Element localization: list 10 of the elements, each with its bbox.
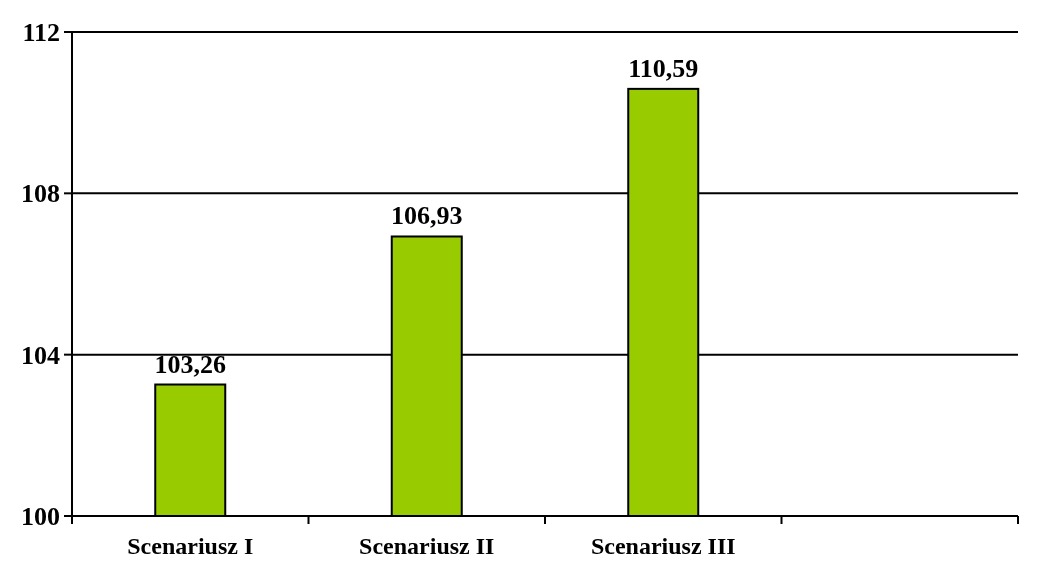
y-tick-label: 112 (22, 18, 60, 48)
y-tick-label: 108 (21, 179, 60, 209)
data-label: 106,93 (391, 201, 463, 231)
x-tick-label: Scenariusz II (359, 533, 495, 559)
x-tick-label: Scenariusz I (127, 533, 254, 559)
data-label: 103,26 (154, 349, 226, 379)
y-tick-label: 104 (21, 340, 60, 370)
data-label: 110,59 (628, 53, 699, 83)
y-tick-label: 100 (21, 502, 60, 532)
x-tick-label: Scenariusz III (590, 533, 736, 559)
